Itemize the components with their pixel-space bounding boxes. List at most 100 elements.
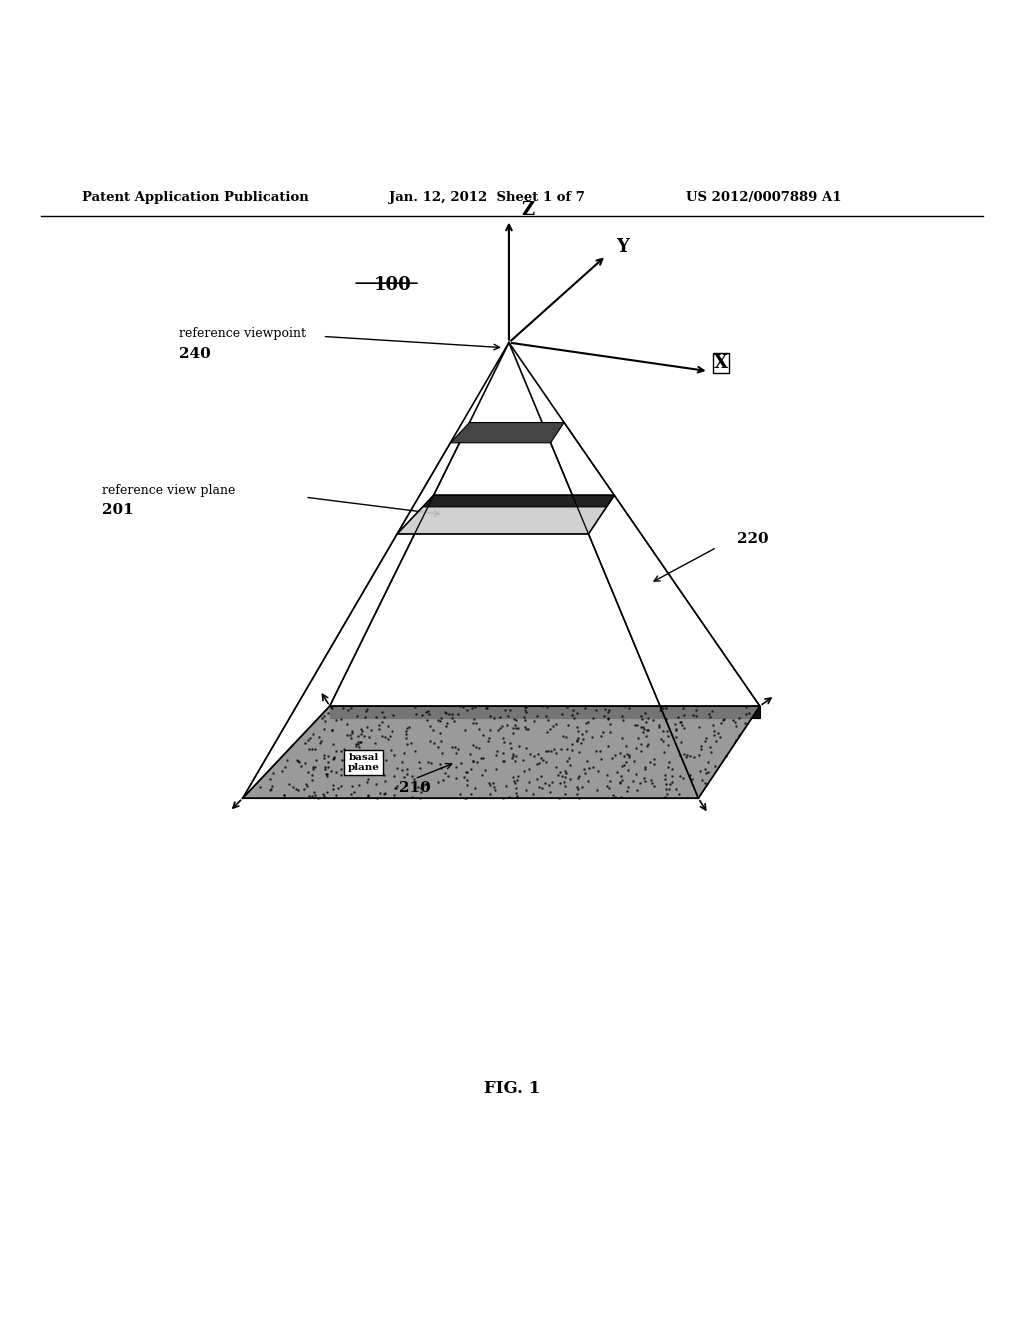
Point (433, 758, 450, 779)
Point (698, 762, 715, 783)
Point (664, 758, 680, 779)
Point (561, 754, 578, 775)
Point (505, 718, 521, 739)
Point (741, 702, 758, 723)
Point (383, 739, 399, 760)
Point (348, 751, 365, 772)
Point (465, 713, 481, 734)
Point (376, 783, 392, 804)
Point (420, 701, 436, 722)
Point (464, 697, 480, 718)
Point (372, 783, 388, 804)
Point (571, 742, 588, 763)
Point (645, 710, 662, 731)
Point (328, 741, 344, 762)
Point (459, 770, 475, 791)
Point (517, 779, 534, 800)
Point (368, 774, 384, 795)
Point (367, 733, 383, 754)
Point (321, 702, 337, 723)
Point (336, 738, 352, 759)
Point (444, 708, 461, 729)
Polygon shape (397, 495, 614, 535)
Point (288, 779, 304, 800)
Point (657, 785, 674, 807)
Point (601, 714, 617, 735)
Point (399, 764, 416, 785)
Point (362, 719, 379, 741)
Point (558, 751, 574, 772)
Point (326, 747, 342, 768)
Point (542, 781, 558, 803)
Point (713, 713, 729, 734)
Point (468, 737, 484, 758)
Point (459, 762, 475, 783)
Point (618, 780, 635, 801)
Point (447, 756, 464, 777)
Point (568, 715, 585, 737)
Point (377, 781, 393, 803)
Point (728, 730, 744, 751)
Point (521, 771, 538, 792)
Point (358, 771, 375, 792)
Point (318, 766, 335, 787)
Point (418, 774, 434, 795)
Point (374, 726, 390, 747)
Point (660, 777, 677, 799)
Point (306, 756, 323, 777)
Point (716, 708, 732, 729)
Point (507, 777, 523, 799)
Point (553, 739, 569, 760)
Point (629, 779, 645, 800)
Point (569, 776, 586, 797)
Point (538, 751, 554, 772)
Point (515, 750, 531, 771)
Point (520, 718, 537, 739)
Point (495, 727, 511, 748)
Point (554, 766, 570, 787)
Point (453, 752, 469, 774)
Point (529, 768, 546, 789)
Point (304, 756, 321, 777)
Point (504, 748, 520, 770)
Point (633, 741, 649, 762)
Point (475, 725, 492, 746)
Point (388, 777, 404, 799)
Point (315, 747, 332, 768)
Point (574, 723, 591, 744)
Point (400, 717, 417, 738)
Point (343, 775, 359, 796)
Point (386, 784, 402, 805)
Point (687, 706, 703, 727)
Point (633, 715, 649, 737)
Point (708, 730, 724, 751)
Point (614, 727, 631, 748)
Point (438, 715, 455, 737)
Point (672, 711, 688, 733)
Point (421, 715, 437, 737)
Point (386, 766, 402, 787)
Point (378, 750, 394, 771)
Point (736, 711, 753, 733)
Point (560, 714, 577, 735)
Point (534, 777, 550, 799)
Point (508, 783, 524, 804)
Point (338, 759, 354, 780)
Point (443, 737, 460, 758)
Point (360, 785, 377, 807)
Point (620, 776, 636, 797)
Point (402, 733, 419, 754)
Point (436, 763, 453, 784)
Text: 240: 240 (179, 347, 211, 360)
Point (325, 748, 341, 770)
Point (297, 733, 313, 754)
Point (394, 751, 411, 772)
Point (730, 708, 746, 729)
Point (508, 717, 524, 738)
Point (657, 774, 674, 795)
Point (344, 721, 360, 742)
Point (345, 756, 361, 777)
Point (349, 733, 366, 754)
Point (485, 772, 502, 793)
Polygon shape (330, 706, 760, 718)
